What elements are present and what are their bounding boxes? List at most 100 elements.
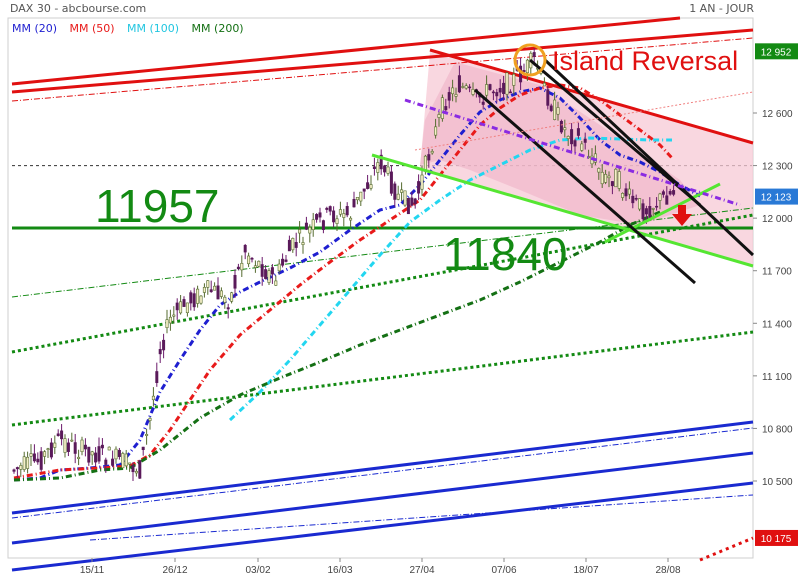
candle-body [117,449,121,457]
candle-body [542,82,546,87]
annotation-text: Island Reversal [552,46,738,76]
candle-body [604,173,608,183]
candle-body [213,285,217,291]
candle-body [291,238,295,251]
candle-body [179,301,183,314]
candle-body [403,190,407,206]
x-tick-label: 18/07 [573,565,598,576]
candle-body [481,101,485,105]
candle-body [376,162,380,173]
y-tick-label: 12 000 [762,214,793,225]
candle-body [172,314,176,317]
candle-body [311,219,315,231]
green-thin-dash [11,207,754,298]
candle-body [270,267,274,275]
candle-body [396,193,400,200]
candle-body [434,126,438,136]
candle-body [49,442,53,458]
red-down-arrow [672,205,692,226]
ma20-line [13,86,701,482]
candle-body [362,188,366,192]
candle-body [46,448,50,451]
y-axis: 10 500 10 800 11 100 11 400 11 700 12 000 12 3… [753,109,793,488]
candle-body [107,446,111,451]
candle-body [240,262,244,271]
ma200-line [13,210,661,482]
ma50-line [13,83,674,480]
pink-dotted-line [414,91,754,151]
candle-body [114,448,118,460]
candle-body [430,151,434,154]
candle-body [355,196,359,201]
candle-body [73,442,77,454]
candle-body [236,266,240,270]
candle-body [124,453,128,467]
candle-body [366,182,370,189]
candle-body [668,191,672,195]
candle-body [607,175,611,179]
candle-body [253,265,257,268]
candle-body [553,99,557,120]
candle-body [576,128,580,136]
price-tags: 12 952 12 123 10 175 [755,43,798,546]
candle-body [512,73,516,86]
candle-body [192,293,196,308]
black-trend-line [529,58,701,207]
candles [12,48,676,482]
annotations: Island Reversal 11957 11840 [95,46,738,280]
candle-body [580,143,584,151]
candle-body [19,465,23,470]
candle-body [32,453,36,462]
candle-body [66,442,70,452]
candle-body [631,195,635,204]
candle-body [321,220,325,230]
candle-body [63,438,67,453]
candle-body [264,269,268,279]
candle-body [328,206,332,212]
candle-body [90,451,94,456]
candle-body [151,395,155,401]
candle-body [406,197,410,215]
candle-body [454,94,458,97]
candle-body [495,92,499,97]
candle-body [274,280,278,286]
x-tick-label: 07/06 [491,565,516,576]
candle-body [53,442,57,448]
candle-body [505,72,509,95]
candle-body [447,92,451,101]
candle-body [87,446,91,463]
candle-body [281,258,285,266]
candle-body [12,469,16,472]
y-tick-label: 10 800 [762,424,793,435]
candle-body [216,285,220,300]
candle-body [648,206,652,218]
x-tick-label: 15/11 [80,565,105,576]
candle-body [532,52,536,57]
candle-body [352,198,356,208]
candle-body [379,154,383,170]
candle-body [165,319,169,328]
annotation-text: 11840 [443,228,568,280]
candle-body [427,154,431,161]
candle-body [121,453,125,469]
blue-channel-line [11,481,754,572]
candle-body [315,214,319,220]
green-dotted [11,330,754,427]
candle-body [440,97,444,119]
legend: MM (20) MM (50) MM (100) MM (200) [12,19,252,37]
candle-body [464,85,468,89]
candle-body [597,168,601,173]
candle-body [308,227,312,234]
candle-body [332,210,336,223]
candle-body [43,451,47,457]
candle-body [508,91,512,94]
candle-body [148,417,152,421]
candle-body [400,189,404,193]
candle-body [573,140,577,147]
candle-body [80,439,84,452]
candle-body [638,198,642,210]
candle-body [134,470,138,474]
candle-body [97,446,101,462]
candle-body [287,239,291,252]
red-channel-line [11,28,754,94]
